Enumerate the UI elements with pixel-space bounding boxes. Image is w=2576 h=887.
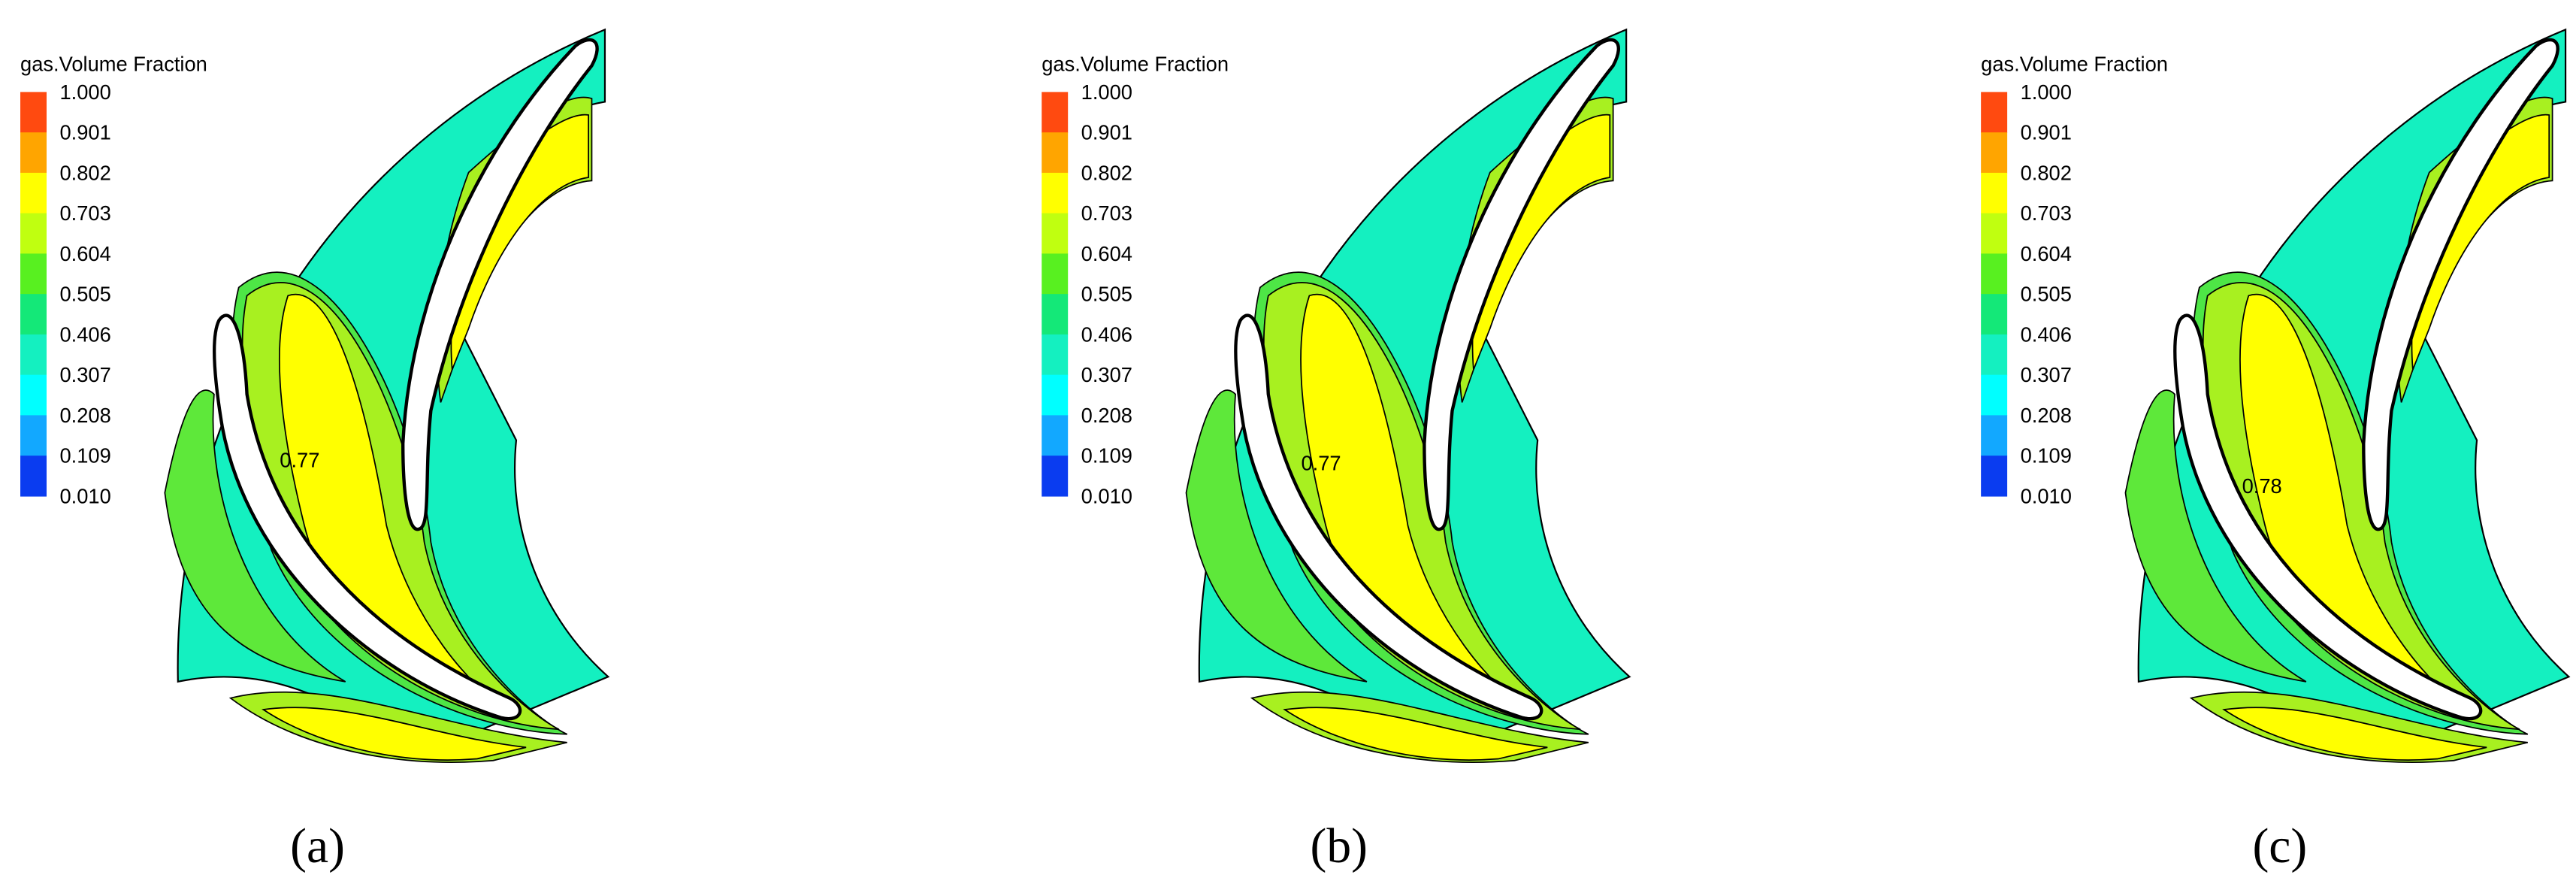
- legend-label: 0.109: [2021, 444, 2072, 468]
- legend-label: 0.208: [1081, 404, 1132, 427]
- legend-swatch: [1981, 213, 2008, 255]
- legend-swatch: [1981, 415, 2008, 456]
- legend-swatch: [20, 374, 47, 416]
- legend-label: 0.307: [2021, 363, 2072, 386]
- legend-label: 1.000: [59, 80, 110, 104]
- legend-swatch: [1981, 334, 2008, 376]
- annotation: 0.77: [280, 448, 319, 471]
- legend-swatch: [20, 415, 47, 456]
- legend-swatch: [20, 213, 47, 255]
- legend-label: 0.307: [59, 363, 110, 386]
- legend-swatch: [1042, 334, 1069, 376]
- legend-label: 1.000: [1081, 80, 1132, 104]
- legend-swatch: [1042, 415, 1069, 456]
- legend-title: gas.Volume Fraction: [1042, 53, 1229, 76]
- legend-label: 0.406: [2021, 322, 2072, 346]
- legend-swatch: [1981, 374, 2008, 416]
- legend-swatch: [1981, 294, 2008, 335]
- legend-swatch: [1981, 132, 2008, 174]
- legend-label: 0.703: [1081, 201, 1132, 225]
- legend-swatch: [1042, 213, 1069, 255]
- legend-label: 0.901: [59, 121, 110, 144]
- panel: gas.Volume Fraction 1.000 0.901 0.802 0.703 0…: [1042, 29, 1629, 873]
- legend-label: 0.802: [1081, 161, 1132, 184]
- legend-swatch: [1981, 92, 2008, 133]
- legend-swatch: [1042, 294, 1069, 335]
- legend-label: 0.505: [59, 283, 110, 306]
- legend-swatch: [20, 456, 47, 497]
- legend-label: 0.505: [2021, 283, 2072, 306]
- caption: (a): [290, 819, 345, 873]
- legend-swatch: [20, 253, 47, 295]
- legend-label: 0.604: [59, 242, 110, 265]
- legend-label: 0.802: [59, 161, 110, 184]
- legend-label: 0.604: [2021, 242, 2072, 265]
- caption: (b): [1311, 819, 1368, 873]
- legend-label: 0.703: [2021, 201, 2072, 225]
- legend-swatch: [1981, 456, 2008, 497]
- legend-title: gas.Volume Fraction: [20, 53, 207, 76]
- legend-label: 0.208: [59, 404, 110, 427]
- legend-swatch: [20, 172, 47, 214]
- legend-label: 0.703: [59, 201, 110, 225]
- legend-label: 0.604: [1081, 242, 1132, 265]
- legend-title: gas.Volume Fraction: [1981, 53, 2168, 76]
- legend-label: 0.901: [2021, 121, 2072, 144]
- legend-swatch: [20, 132, 47, 174]
- legend-swatch: [1042, 172, 1069, 214]
- legend-swatch: [20, 334, 47, 376]
- legend-label: 0.109: [59, 444, 110, 468]
- impeller-contour: [2125, 29, 2568, 762]
- caption: (c): [2252, 819, 2307, 873]
- legend-swatch: [20, 92, 47, 133]
- legend-swatch: [1042, 374, 1069, 416]
- panel: gas.Volume Fraction 1.000 0.901 0.802 0.703 0…: [20, 29, 608, 873]
- legend-label: 0.505: [1081, 283, 1132, 306]
- annotation: 0.77: [1301, 452, 1341, 475]
- panel: gas.Volume Fraction 1.000 0.901 0.802 0.703 0…: [1981, 29, 2568, 873]
- legend-label: 0.406: [59, 322, 110, 346]
- legend-label: 1.000: [2021, 80, 2072, 104]
- legend-swatch: [1042, 456, 1069, 497]
- legend-label: 0.307: [1081, 363, 1132, 386]
- impeller-contour: [165, 29, 608, 762]
- legend-label: 0.010: [59, 484, 110, 507]
- legend-label: 0.406: [1081, 322, 1132, 346]
- legend-swatch: [1042, 253, 1069, 295]
- legend-label: 0.010: [1081, 484, 1132, 507]
- legend-label: 0.010: [2021, 484, 2072, 507]
- legend-label: 0.208: [2021, 404, 2072, 427]
- legend-label: 0.109: [1081, 444, 1132, 468]
- legend-swatch: [20, 294, 47, 335]
- legend-label: 0.802: [2021, 161, 2072, 184]
- legend-swatch: [1042, 132, 1069, 174]
- legend-swatch: [1981, 172, 2008, 214]
- legend-label: 0.901: [1081, 121, 1132, 144]
- legend-swatch: [1981, 253, 2008, 295]
- annotation: 0.78: [2242, 474, 2282, 498]
- impeller-contour: [1187, 29, 1630, 762]
- legend-swatch: [1042, 92, 1069, 133]
